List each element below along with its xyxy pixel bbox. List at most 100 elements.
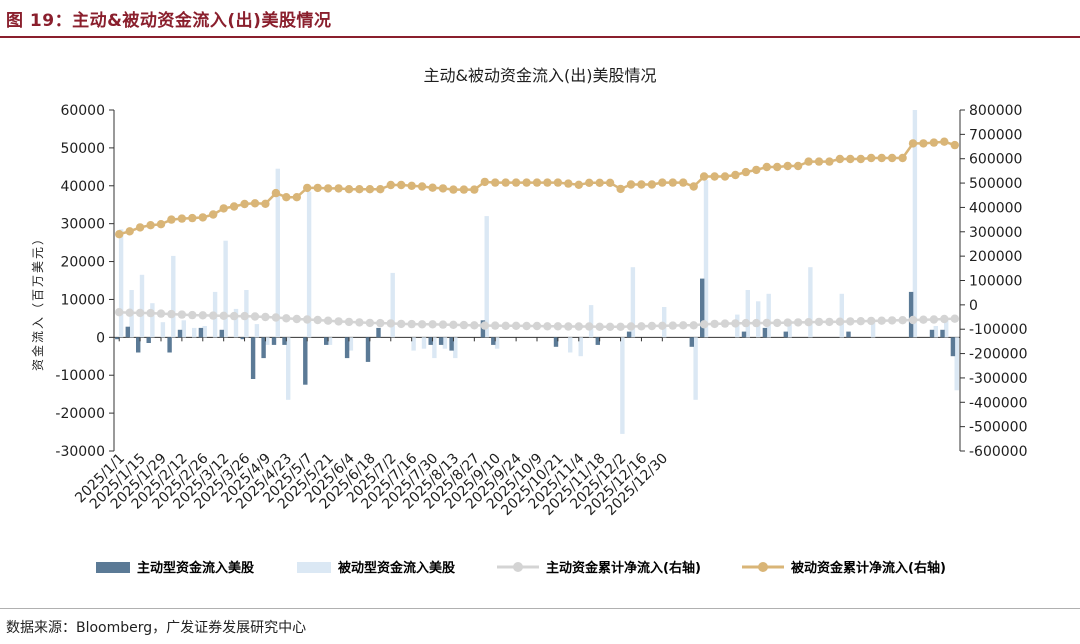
passive-cumulative-point [209,210,218,219]
passive-bar [171,255,176,338]
passive-bar [808,267,813,338]
y-left-tick-label: 30000 [60,217,105,233]
passive-cumulative-point [856,154,865,164]
passive-cumulative-point [219,204,228,213]
passive-cumulative-point [198,213,207,222]
active-cumulative-point [699,320,709,329]
passive-cumulative-point [814,157,824,166]
y-left-tick-label: 0 [96,330,105,346]
passive-cumulative-point [271,188,281,198]
active-bar [115,337,120,340]
active-cumulative-point [219,311,228,320]
active-cumulative-point [407,319,416,329]
passive-cumulative-point [229,202,239,211]
active-cumulative-point [365,318,375,328]
active-cumulative-point [908,315,918,325]
active-bar [553,337,559,347]
passive-cumulative-point [470,185,479,194]
active-cumulative-point [417,320,427,329]
passive-cumulative-point [919,139,928,148]
figure-source: 数据来源：Bloomberg，广发证券发展研究中心 [0,608,1080,644]
y-right-tick-label: -400000 [969,395,1028,411]
active-cumulative-point [167,309,176,319]
passive-bar [254,324,260,338]
active-bar [783,331,788,338]
y-left-tick-label: -10000 [55,368,105,384]
active-bar [376,327,381,338]
active-cumulative-point [209,311,218,320]
active-cumulative-point [940,314,949,324]
active-bar [136,337,141,353]
active-cumulative-point [480,321,489,330]
passive-cumulative-point [950,140,959,150]
passive-cumulative-point [428,183,437,192]
active-cumulative-point [491,321,500,330]
passive-cumulative-point [825,157,834,166]
active-cumulative-point [470,321,479,330]
passive-bar [233,308,239,338]
passive-cumulative-point [386,180,395,190]
active-cumulative-point [752,318,761,328]
source-text: 数据来源：Bloomberg，广发证券发展研究中心 [6,620,307,636]
active-cumulative-point [146,308,155,318]
passive-bar [421,337,427,349]
figure-header: 图 19：主动&被动资金流入(出)美股情况 [0,0,1080,38]
active-cumulative-point [261,312,270,322]
passive-bar [150,303,155,338]
passive-cumulative-point [689,182,698,191]
passive-bar [954,337,959,391]
passive-cumulative-point [292,193,301,202]
active-bar [762,327,768,338]
y-axis-left: -30000 -20000 -10000 0 10000 20000 30000 40000 5… [55,103,114,460]
passive-bar [306,191,312,338]
chart: 主动&被动资金流入(出)美股情况 -30000-20000-1000001000… [30,66,1028,576]
active-cumulative-point [585,322,594,331]
active-bar [303,337,308,385]
active-cumulative-point [376,318,385,328]
active-bar [324,337,329,345]
passive-cumulative-point [940,137,949,146]
passive-cumulative-point [355,185,364,194]
legend: 主动型资金流入美股 被动型资金流入美股 主动资金累计净流入(右轴) 被动资金累计… [96,560,946,576]
active-cumulative-point [156,309,166,318]
active-bar [261,337,266,359]
active-bar [700,278,705,338]
passive-cumulative-point [741,167,751,177]
passive-cumulative-point [793,161,803,171]
active-cumulative-point [323,316,333,325]
y-left-tick-label: 20000 [60,255,105,271]
passive-cumulative-point [908,139,918,148]
legend-label-active-line: 主动资金累计净流入(右轴) [546,560,701,576]
active-cumulative-point [720,319,730,328]
active-cumulative-point [532,321,542,331]
passive-cumulative-point [261,199,270,208]
active-cumulative-point [397,319,406,329]
active-cumulative-point [595,322,604,331]
passive-cumulative-point [459,185,469,194]
passive-bar [118,229,124,338]
passive-cumulative-point [616,184,625,194]
passive-cumulative-point [898,153,907,163]
passive-cumulative-point [282,193,291,202]
active-cumulative-point [783,318,792,327]
active-bar [595,337,600,345]
active-cumulative-point [825,317,834,327]
passive-cumulative-point [585,178,594,187]
active-cumulative-point [929,315,939,324]
passive-cumulative-point [135,223,145,232]
y-right-tick-label: 200000 [969,249,1022,265]
passive-cumulative-point [146,221,155,230]
passive-bar [933,326,938,338]
active-cumulative-point [898,316,907,325]
passive-cumulative-point [115,230,124,239]
active-bar [626,331,632,338]
active-cumulative-point [522,321,531,331]
passive-bar [693,337,698,400]
passive-bar [703,180,709,338]
passive-cumulative-point [303,183,312,193]
active-cumulative-point [386,319,395,328]
active-bar [741,331,747,338]
passive-bar [870,322,876,338]
active-cumulative-point [867,316,876,326]
passive-cumulative-point [553,178,563,187]
